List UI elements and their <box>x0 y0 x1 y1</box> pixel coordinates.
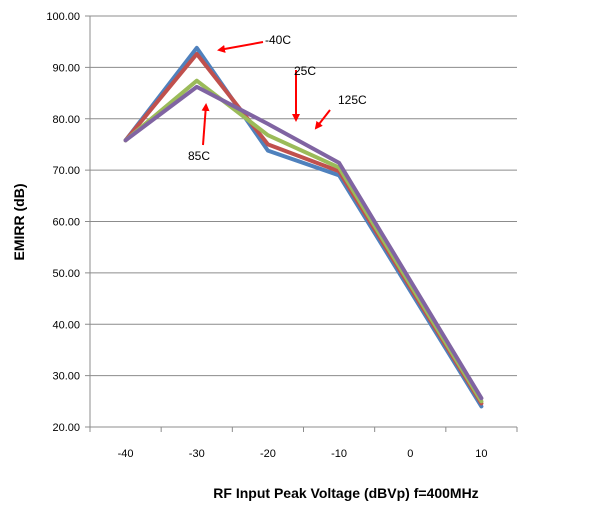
annotation-label: 125C <box>338 93 367 107</box>
x-tick-label: -20 <box>260 448 276 460</box>
y-tick-label: 40.00 <box>52 319 80 331</box>
axes <box>85 15 518 432</box>
annotation-arrow <box>314 109 331 130</box>
y-axis-title: EMIRR (dB) <box>11 184 27 261</box>
gridlines <box>90 15 517 377</box>
annotation-label: -40C <box>265 33 291 47</box>
y-tick-label: 20.00 <box>52 422 80 434</box>
annotation-arrow <box>201 103 210 146</box>
y-tick-label: 50.00 <box>52 268 80 280</box>
x-axis-title: RF Input Peak Voltage (dBVp) f=400MHz <box>213 485 478 501</box>
series-line-125C <box>123 84 484 401</box>
series-line-85C <box>123 78 484 404</box>
y-tick-label: 60.00 <box>52 217 80 229</box>
x-tick-label: 0 <box>407 448 413 460</box>
annotation-label: 25C <box>294 64 316 78</box>
annotation-label: 85C <box>188 149 210 163</box>
y-tick-labels: 100.00 90.00 80.00 70.00 60.00 50.00 40.00 30.0… <box>46 11 80 434</box>
annotation-arrow <box>217 41 264 53</box>
x-tick-label: -40 <box>118 448 134 460</box>
y-tick-label: 100.00 <box>46 11 80 23</box>
y-tick-label: 70.00 <box>52 165 80 177</box>
y-tick-label: 80.00 <box>52 114 80 126</box>
y-tick-label: 90.00 <box>52 62 80 74</box>
x-tick-label: -10 <box>331 448 347 460</box>
y-tick-label: 30.00 <box>52 371 80 383</box>
x-tick-labels: -40 -30 -20 -10 0 10 <box>118 448 488 460</box>
annotations: -40C 25C 125C 85C <box>188 33 367 163</box>
x-tick-label: -30 <box>189 448 205 460</box>
x-tick-label: 10 <box>475 448 487 460</box>
series-lines <box>123 45 484 409</box>
